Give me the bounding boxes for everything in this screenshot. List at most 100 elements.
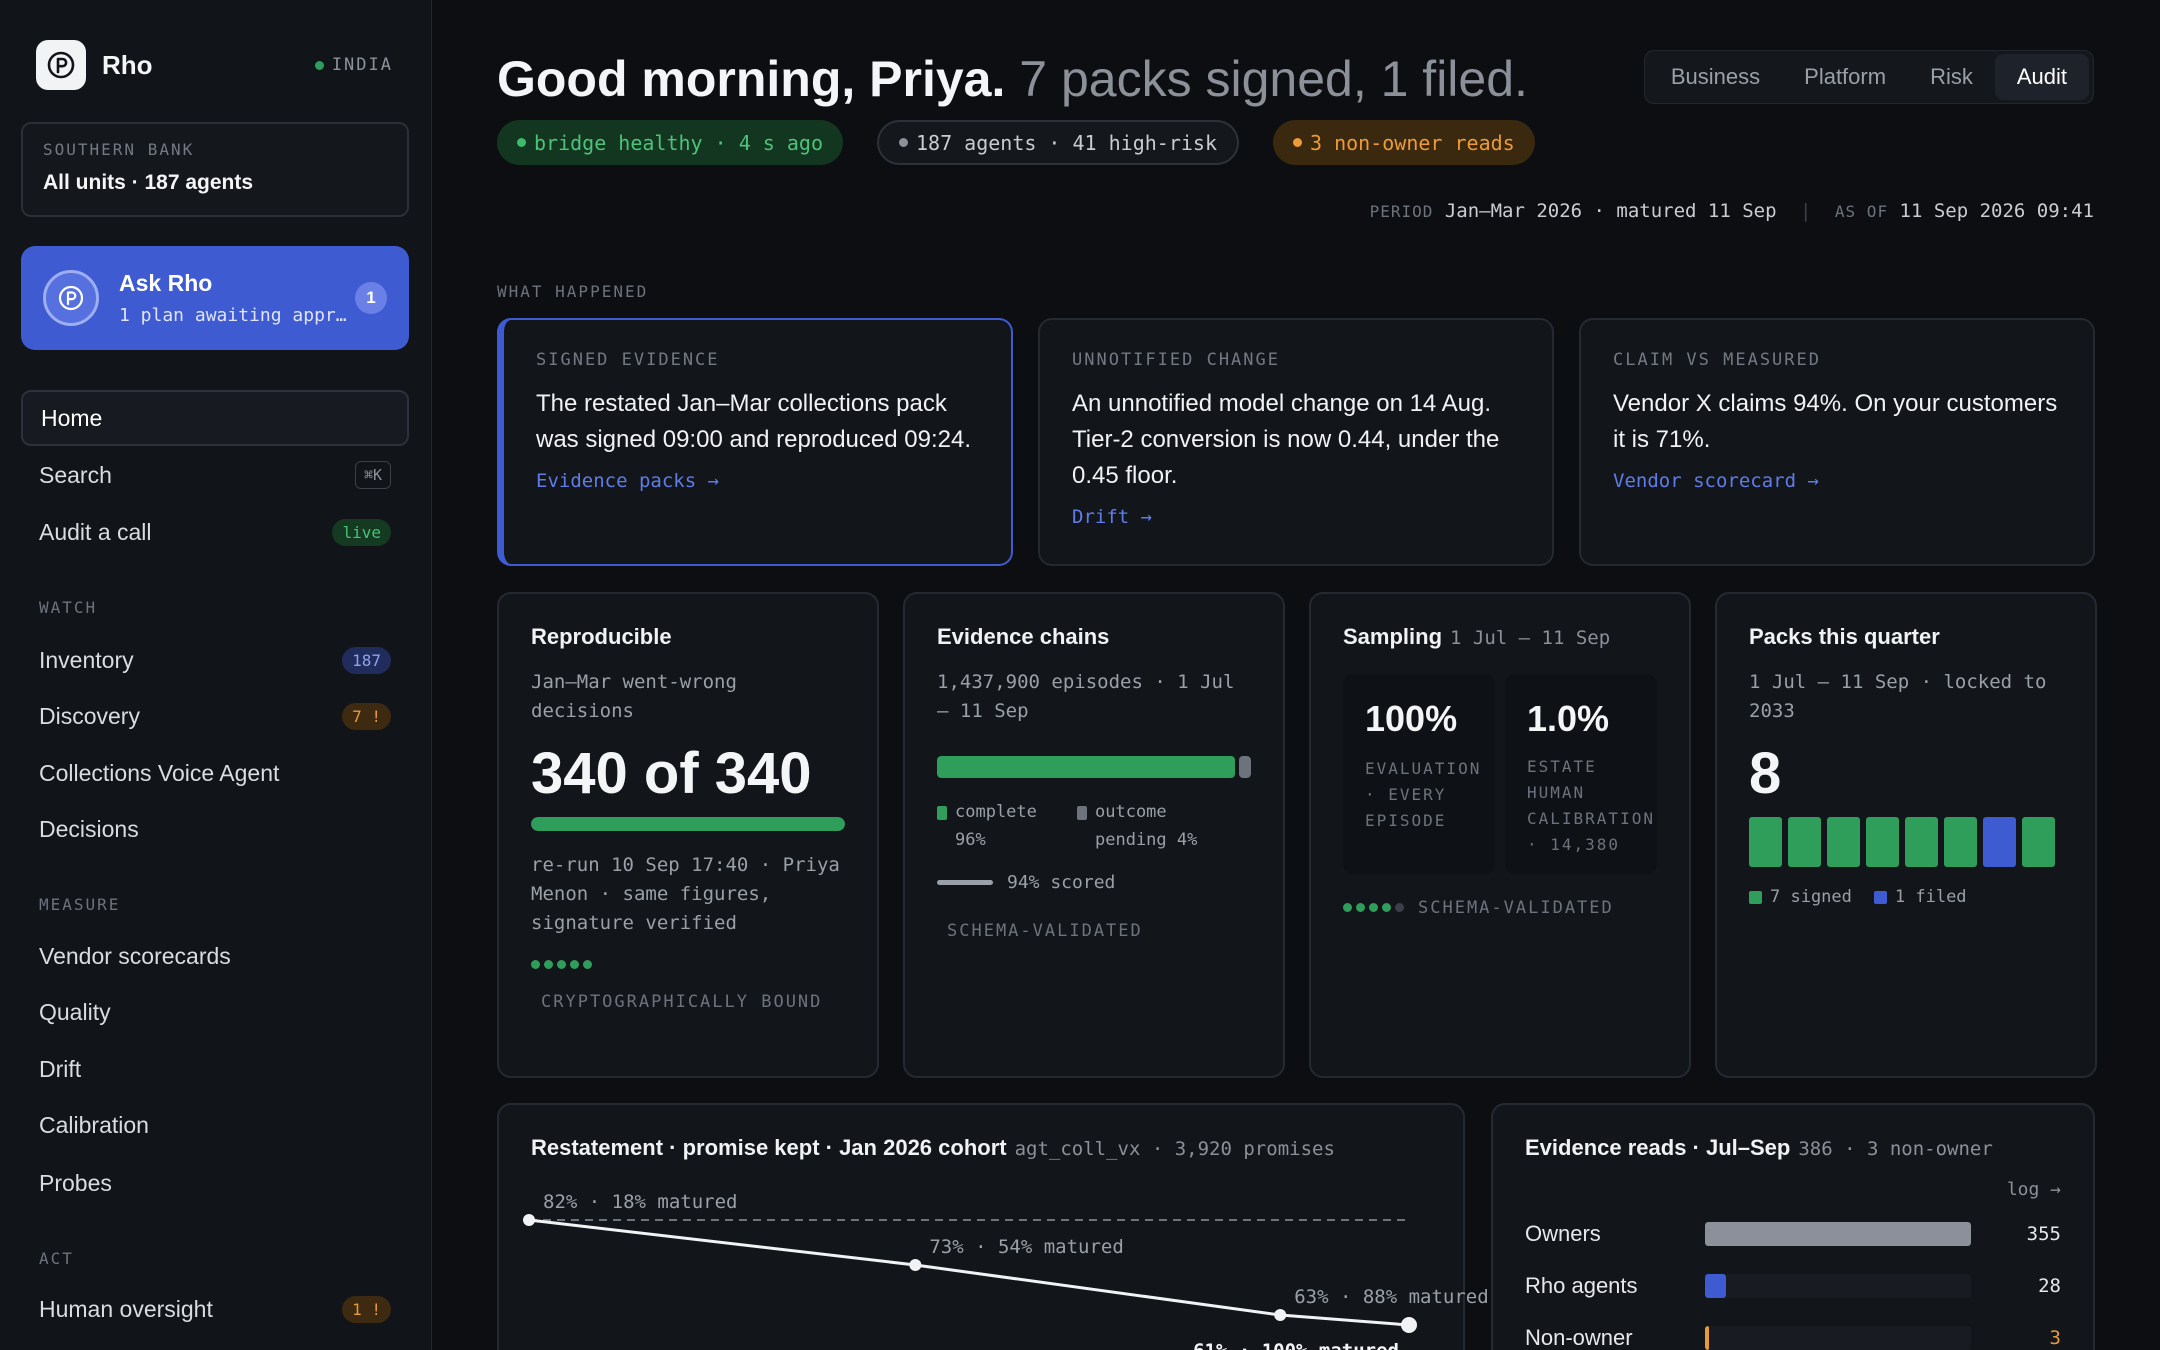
reads-bar-track: [1705, 1274, 1971, 1298]
story-card-signed-evidence[interactable]: SIGNED EVIDENCE The restated Jan–Mar col…: [497, 318, 1013, 566]
packs-count: 8: [1749, 741, 1782, 806]
bridge-status-chip[interactable]: bridge healthy · 4 s ago: [497, 120, 843, 165]
nav-inventory[interactable]: Inventory 187: [21, 632, 409, 688]
brand[interactable]: Rho: [36, 40, 153, 90]
sampling-card[interactable]: Sampling 1 Jul – 11 Sep 100% EVALUATION ·…: [1309, 592, 1691, 1078]
reads-value: 355: [2026, 1223, 2061, 1245]
nav-home[interactable]: Home: [21, 390, 409, 446]
scope-selector[interactable]: SOUTHERN BANK All units · 187 agents: [21, 122, 409, 217]
pack-block-signed: [1827, 817, 1860, 867]
evidence-chains-card[interactable]: Evidence chains 1,437,900 episodes · 1 J…: [903, 592, 1285, 1078]
oversight-alert-badge: 1 !: [342, 1295, 391, 1323]
restatement-title-row: Restatement · promise kept · Jan 2026 co…: [531, 1135, 1431, 1161]
nav-probes-label: Probes: [39, 1169, 112, 1196]
greeting-text: Good morning, Priya.: [497, 51, 1006, 107]
nav-drift[interactable]: Drift: [21, 1041, 409, 1097]
nav-home-label: Home: [41, 404, 103, 431]
story-card-claim-vs-measured[interactable]: CLAIM VS MEASURED Vendor X claims 94%. O…: [1579, 318, 2095, 566]
live-badge: live: [332, 518, 391, 546]
evidence-chains-subtitle: 1,437,900 episodes · 1 Jul – 11 Sep: [937, 671, 1235, 722]
tab-risk[interactable]: Risk: [1930, 64, 1973, 89]
ask-rho-button[interactable]: Ask Rho 1 plan awaiting approval 1: [21, 246, 409, 350]
reads-row[interactable]: Non-owner 3: [1525, 1312, 2061, 1350]
reproducible-card[interactable]: Reproducible Jan–Mar went-wrong decision…: [497, 592, 879, 1078]
legend-pending-label: outcome: [1095, 802, 1167, 822]
reads-bar-track: [1705, 1222, 1971, 1246]
reads-dot-icon: [1293, 138, 1303, 147]
nav-human-oversight[interactable]: Human oversight 1 !: [21, 1281, 409, 1337]
data-point[interactable]: [1401, 1317, 1417, 1333]
reads-row[interactable]: Rho agents 28: [1525, 1260, 2061, 1312]
view-tabs: Business Platform Risk Audit: [1643, 50, 2094, 104]
story-body: An unnotified model change on 14 Aug. Ti…: [1072, 390, 1500, 489]
nav-probes[interactable]: Probes: [21, 1155, 409, 1211]
what-happened-label: WHAT HAPPENED: [497, 282, 649, 301]
nav-quality[interactable]: Quality: [21, 984, 409, 1040]
log-link[interactable]: log →: [2006, 1179, 2061, 1200]
confidence-dot: [544, 960, 553, 969]
data-point[interactable]: [1274, 1309, 1287, 1321]
brand-name: Rho: [102, 49, 153, 80]
tab-business[interactable]: Business: [1670, 64, 1761, 89]
agents-chip[interactable]: 187 agents · 41 high-risk: [876, 120, 1240, 165]
nav-calibration[interactable]: Calibration: [21, 1097, 409, 1153]
nav-quality-label: Quality: [39, 998, 111, 1025]
region-label: INDIA: [331, 55, 393, 75]
point-label: 61% · 100% matured: [1193, 1340, 1399, 1350]
nav-decisions[interactable]: Decisions: [21, 801, 409, 857]
nav-vendor-scorecards[interactable]: Vendor scorecards: [21, 928, 409, 984]
tab-platform[interactable]: Platform: [1804, 64, 1887, 89]
data-point[interactable]: [909, 1259, 922, 1271]
data-point[interactable]: [523, 1214, 535, 1226]
asof-value: 11 Sep 2026 09:41: [1899, 200, 2094, 222]
vendor-scorecard-link[interactable]: Vendor scorecard →: [1613, 470, 1819, 492]
reproducible-progress-bar: [531, 817, 845, 831]
signed-label: 7 signed: [1770, 887, 1852, 907]
section-label-watch: WATCH: [39, 598, 98, 617]
sampling-range: 1 Jul – 11 Sep: [1450, 627, 1611, 649]
confidence-dots-icon: [1343, 899, 1408, 917]
restatement-panel[interactable]: Restatement · promise kept · Jan 2026 co…: [497, 1103, 1489, 1350]
point-label: 73% · 54% matured: [929, 1236, 1123, 1258]
nav-collections-voice-agent[interactable]: Collections Voice Agent: [21, 745, 409, 801]
story-kicker: CLAIM VS MEASURED: [1613, 350, 1821, 370]
packs-title: Packs this quarter: [1749, 624, 1940, 649]
reads-category: Non-owner: [1525, 1325, 1633, 1350]
sampling-tile-calibration: 1.0% ESTATE HUMAN CALIBRATION · 14,380: [1505, 674, 1657, 874]
bridge-dot-icon: [517, 138, 526, 147]
confidence-label: SCHEMA-VALIDATED: [1418, 898, 1614, 918]
agents-dot-icon: [898, 138, 908, 147]
reads-bar: [1705, 1274, 1726, 1298]
evidence-reads-panel[interactable]: Evidence reads · Jul–Sep 386 · 3 non-owne…: [1491, 1103, 2095, 1350]
restatement-title: Restatement · promise kept · Jan 2026 co…: [531, 1135, 1007, 1160]
confidence-row: SCHEMA-VALIDATED: [1343, 898, 1657, 918]
drift-link[interactable]: Drift →: [1072, 506, 1153, 528]
packs-legend: 7 signed 1 filed: [1749, 887, 2063, 907]
legend-complete-value: 96%: [955, 830, 986, 850]
tab-audit[interactable]: Audit: [1994, 54, 2089, 100]
nav-search[interactable]: Search ⌘K: [21, 447, 409, 503]
reads-row[interactable]: Owners 355: [1525, 1208, 2061, 1260]
confidence-dot: [1356, 903, 1365, 912]
packs-card[interactable]: Packs this quarter 1 Jul – 11 Sep · lock…: [1715, 592, 2097, 1078]
sampling-title: Sampling: [1343, 624, 1443, 649]
nav-human-oversight-label: Human oversight: [39, 1295, 213, 1322]
nav-calibration-label: Calibration: [39, 1111, 149, 1138]
reads-value: 28: [2038, 1275, 2061, 1297]
ask-rho-subtitle: 1 plan awaiting approval: [119, 305, 349, 326]
reads-bars: Owners 355 Rho agents 28 Non-owner 3: [1525, 1208, 2061, 1350]
evidence-packs-link[interactable]: Evidence packs →: [536, 470, 720, 492]
confidence-dot: [531, 960, 540, 969]
nav-discovery[interactable]: Discovery 7 !: [21, 688, 409, 744]
story-card-unnotified-change[interactable]: UNNOTIFIED CHANGE An unnotified model ch…: [1038, 318, 1554, 566]
reads-chip-text: 3 non-owner reads: [1310, 130, 1515, 155]
legend-complete-label: complete: [955, 802, 1037, 822]
scope-label: SOUTHERN BANK: [43, 140, 195, 159]
series-line: [528, 1218, 1410, 1327]
nav-audit-call[interactable]: Audit a call live: [21, 504, 409, 560]
section-label-act: ACT: [39, 1249, 74, 1268]
region-indicator: INDIA: [314, 55, 393, 75]
non-owner-reads-chip[interactable]: 3 non-owner reads: [1273, 120, 1535, 165]
pack-block-signed: [1866, 817, 1899, 867]
confidence-dot: [570, 960, 579, 969]
